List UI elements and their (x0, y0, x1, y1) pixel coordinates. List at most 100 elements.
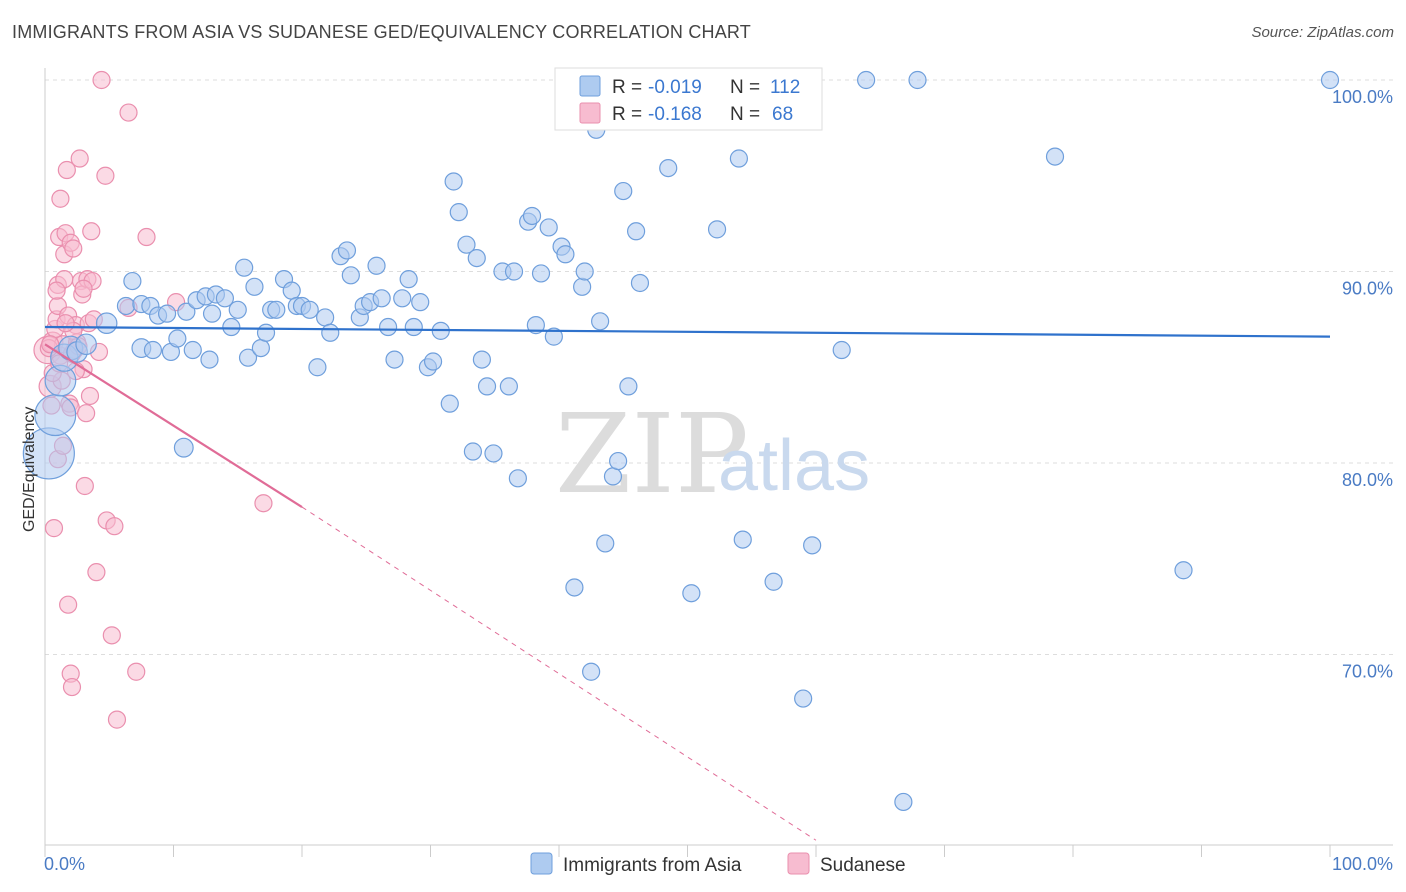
asia-point (215, 289, 234, 308)
sudanese-point (102, 626, 121, 645)
asia-point (337, 241, 357, 260)
asia-point (603, 467, 623, 486)
asia-point (200, 350, 219, 369)
asia-point (596, 534, 615, 553)
asia-point (300, 300, 319, 319)
asia-point (143, 340, 163, 360)
y-axis-title: GED/Equivalency (21, 407, 38, 532)
sudanese-point (59, 595, 78, 614)
asia-point (626, 222, 646, 241)
legend-asia-n-label: N = (730, 77, 760, 98)
sudanese-point (56, 314, 75, 333)
bottom-legend-swatch-sudanese (787, 852, 810, 875)
legend-sudanese-r-value: -0.168 (648, 104, 702, 125)
asia-point (707, 220, 727, 239)
asia-point (173, 437, 194, 458)
asia-point (251, 339, 270, 358)
asia-point (75, 333, 97, 356)
asia-point (803, 536, 822, 555)
asia-point (729, 149, 749, 168)
asia-point (256, 323, 276, 342)
sudanese-point (57, 160, 76, 180)
asia-point (228, 300, 247, 319)
sudanese-point (80, 386, 100, 406)
asia-point (630, 273, 650, 293)
asia-point (404, 317, 423, 337)
asia-point (95, 312, 118, 335)
legend-asia-n-value: 112 (770, 77, 800, 98)
asia-point (531, 264, 551, 283)
y-tick-label-90: 90.0% (1342, 279, 1393, 299)
asia-point (202, 304, 222, 323)
x-tick-label-max: 100.0% (1332, 854, 1393, 874)
asia-point (591, 312, 610, 331)
asia-point (619, 377, 638, 396)
asia-point (499, 377, 518, 396)
asia-point (463, 442, 483, 461)
y-tick-label-100: 100.0% (1332, 87, 1393, 107)
grid-lines (45, 79, 1393, 655)
legend-swatch-asia (579, 75, 601, 97)
asia-point (484, 444, 503, 463)
trend-lines (44, 325, 1331, 841)
asia-point (609, 451, 628, 471)
sudanese-point (47, 281, 66, 300)
asia-point (908, 70, 927, 90)
asia-point (393, 289, 412, 308)
sudanese-point (105, 517, 124, 536)
sudanese-trend-extension (301, 506, 817, 841)
legend-asia-r-label: R = (612, 77, 642, 98)
asia-point (238, 348, 258, 367)
asia-point (444, 172, 463, 191)
asia-point (222, 317, 241, 337)
sudanese-point (254, 494, 273, 513)
sudanese-point (44, 519, 64, 538)
bottom-legend-swatch-asia (530, 852, 553, 875)
sudanese-point (107, 710, 127, 729)
sudanese-point (119, 103, 138, 122)
asia-point (467, 248, 486, 268)
legend-swatch-sudanese (579, 102, 601, 124)
asia-point (116, 296, 136, 316)
y-tick-label-80: 80.0% (1342, 470, 1393, 490)
asia-point (183, 340, 202, 360)
y-tick-labels: 70.0% 80.0% 90.0% 100.0% (1332, 87, 1393, 682)
asia-point (34, 394, 77, 437)
asia-point (267, 300, 286, 319)
asia-point (504, 262, 524, 281)
asia-point (440, 394, 459, 413)
asia-point (472, 350, 491, 369)
legend-sudanese-r-label: R = (612, 104, 642, 125)
asia-point (556, 245, 575, 264)
asia-point (832, 340, 851, 360)
sudanese-point (62, 677, 82, 697)
asia-point (235, 258, 254, 277)
asia-point (123, 271, 142, 291)
asia-point (372, 289, 391, 308)
sudanese-point (82, 222, 101, 241)
asia-point (477, 377, 497, 396)
sudanese-point (87, 563, 106, 582)
series-legend: Immigrants from Asia Sudanese (530, 852, 906, 876)
asia-point (449, 203, 468, 222)
asia-point (157, 304, 177, 323)
source-label: Source: ZipAtlas.com (1251, 24, 1394, 41)
sudanese-point (96, 166, 115, 185)
asia-point (573, 277, 592, 296)
asia-point (659, 158, 678, 178)
asia-point (282, 281, 301, 300)
asia-point (177, 302, 196, 321)
asia-point (168, 329, 187, 348)
watermark: ZIP atlas (555, 390, 870, 518)
asia-point (385, 350, 404, 369)
asia-point (522, 206, 542, 226)
legend-sudanese-n-value: 68 (772, 104, 793, 125)
asia-point (308, 358, 327, 377)
asia-point (367, 256, 386, 275)
asia-point (1320, 70, 1340, 90)
sudanese-point (51, 189, 70, 208)
asia-point (526, 316, 545, 335)
asia-trend-line (44, 325, 1331, 338)
asia-point (582, 662, 601, 681)
